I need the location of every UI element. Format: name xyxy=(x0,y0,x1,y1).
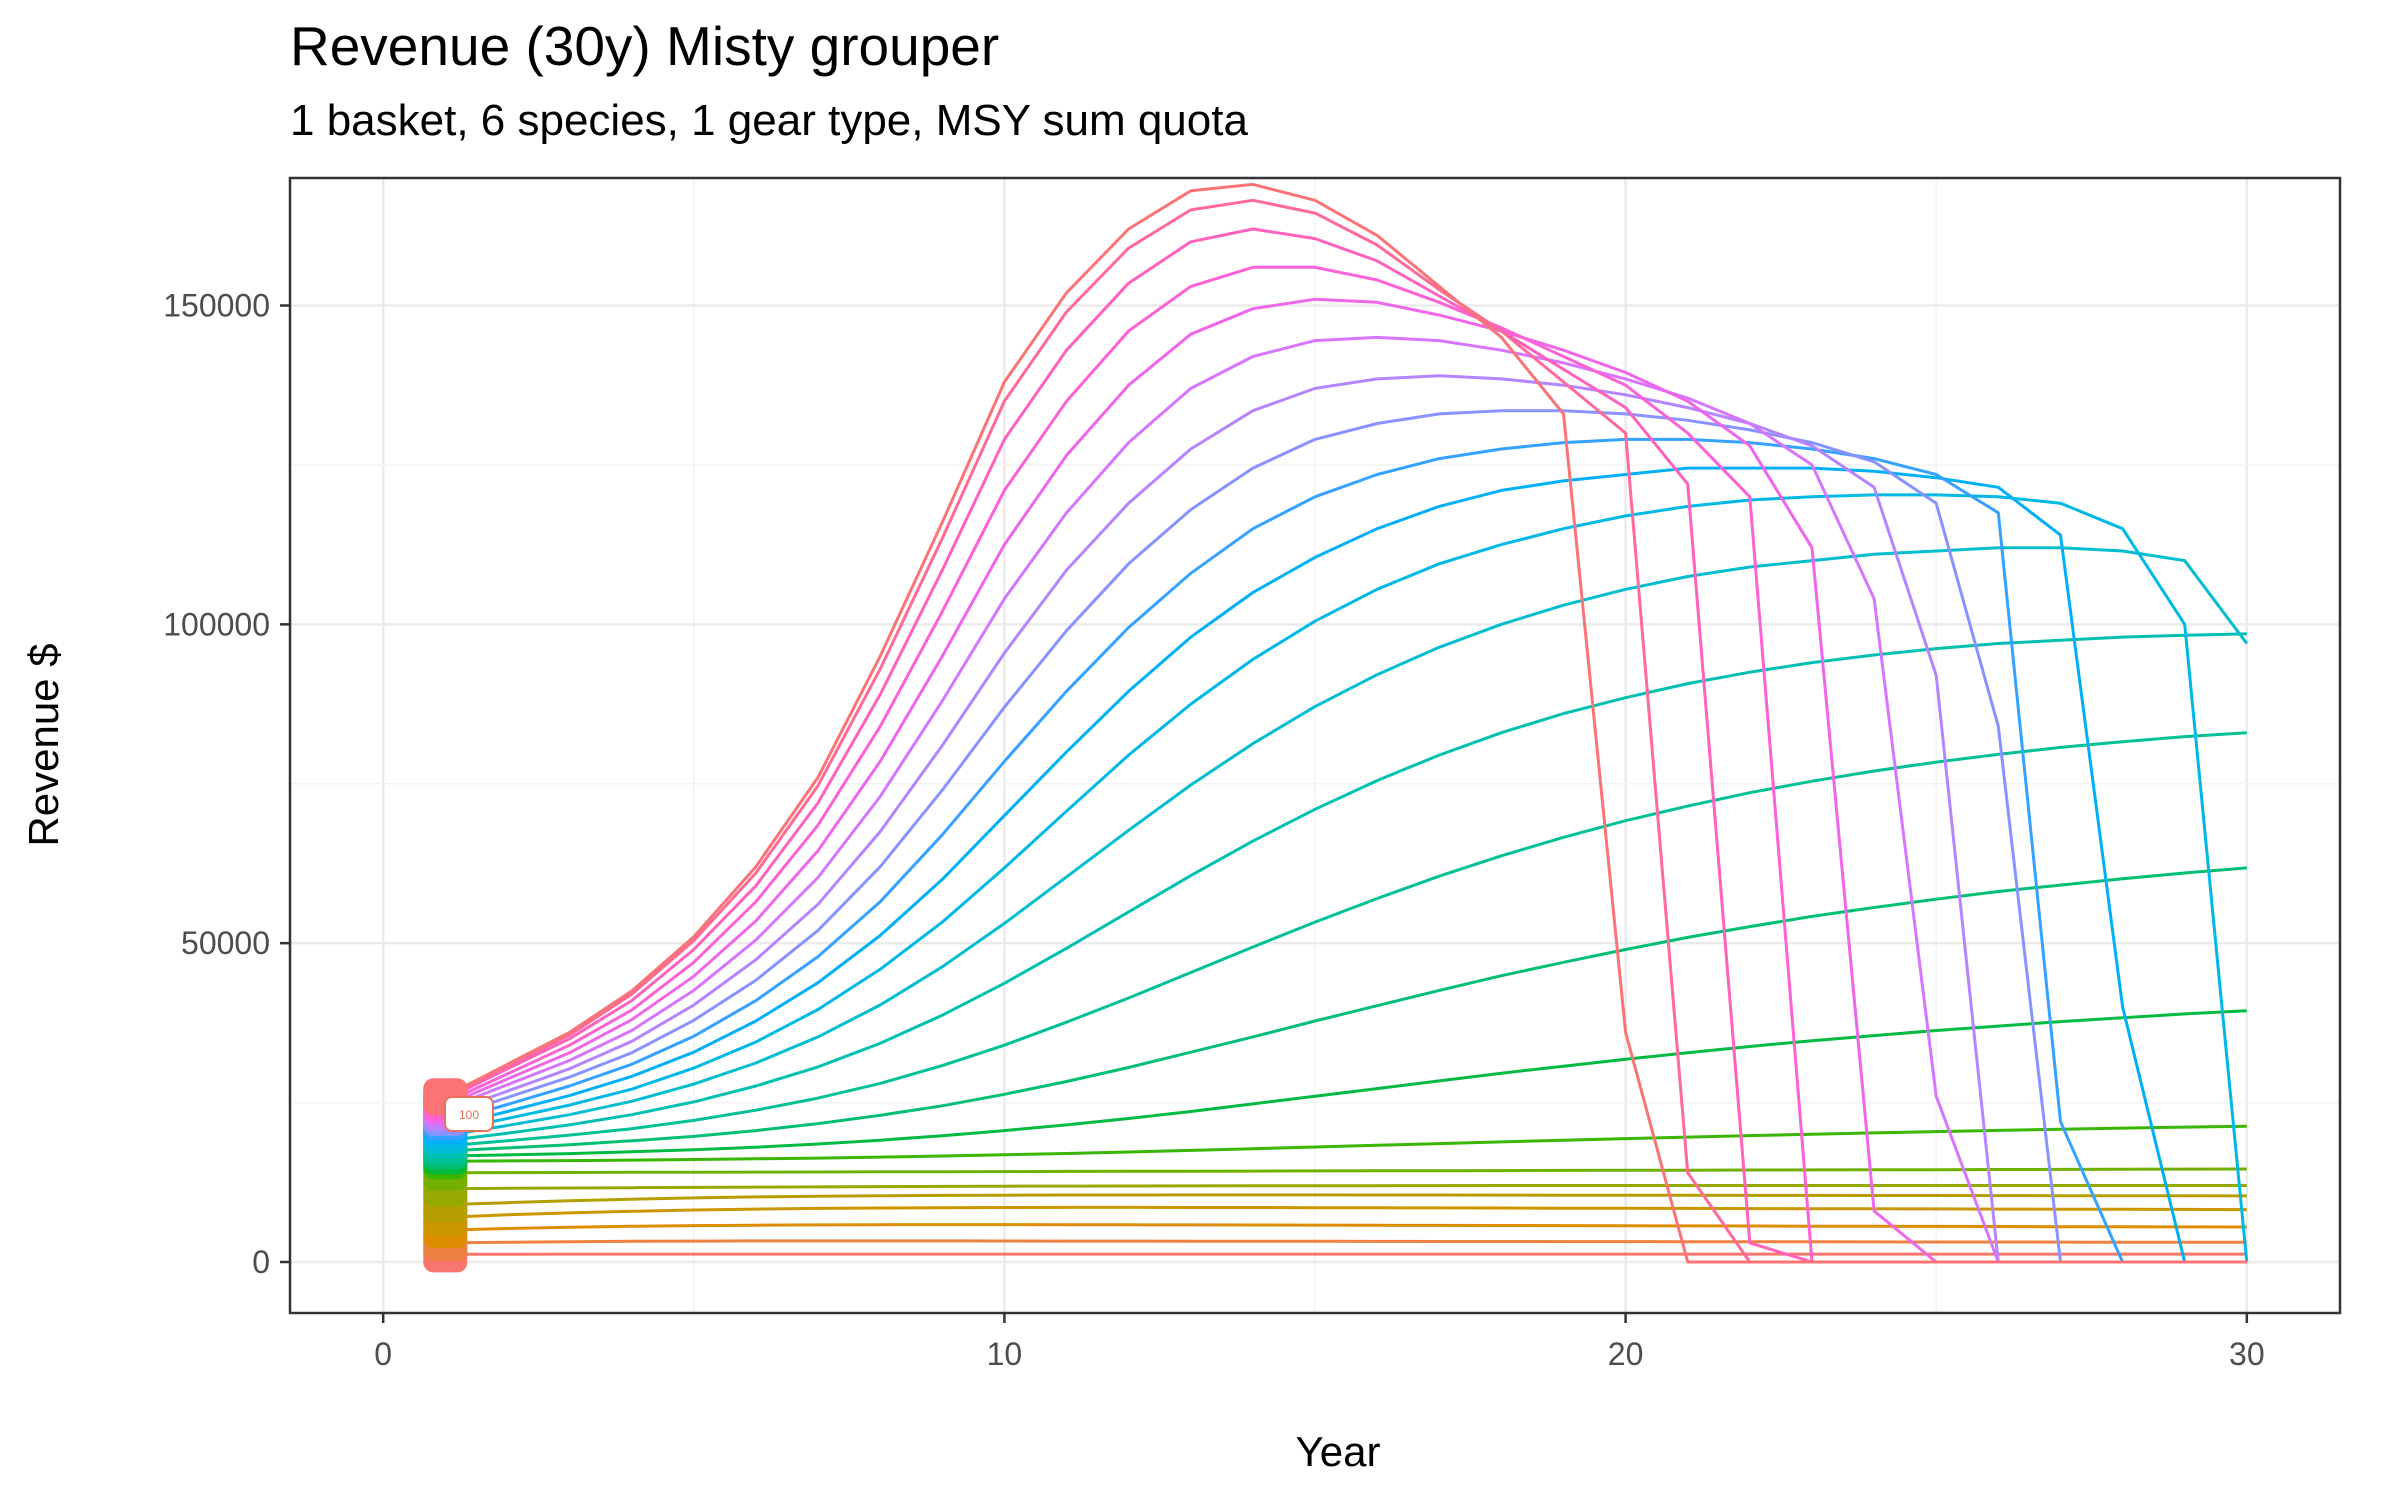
series-line xyxy=(444,335,2247,1264)
x-tick-label: 30 xyxy=(2229,1336,2265,1372)
x-tick-label: 0 xyxy=(374,1336,392,1372)
chart-title: Revenue (30y) Misty grouper xyxy=(290,15,1000,77)
x-tick-label: 20 xyxy=(1608,1336,1644,1372)
series-line xyxy=(445,866,2247,1153)
chart-subtitle: 1 basket, 6 species, 1 gear type, MSY su… xyxy=(290,96,1248,145)
series-line xyxy=(444,374,2247,1264)
series-line xyxy=(445,632,2247,1143)
series-line xyxy=(444,182,2247,1264)
y-tick-label: 50000 xyxy=(181,925,270,961)
series-line xyxy=(445,1184,2247,1191)
series-line xyxy=(444,409,2247,1264)
series-line xyxy=(445,1009,2247,1158)
series-line xyxy=(445,1193,2247,1207)
y-tick-label: 100000 xyxy=(163,606,270,642)
series-line xyxy=(445,546,2249,1138)
series-line xyxy=(444,493,2249,1263)
series-label-box: 100 xyxy=(444,1096,494,1132)
series-line xyxy=(445,1239,2247,1245)
series-line xyxy=(444,437,2247,1264)
series-line xyxy=(445,1205,2247,1219)
label-box-frame xyxy=(444,1096,494,1132)
label-box-text: 100 xyxy=(459,1108,479,1122)
series-line xyxy=(445,1124,2247,1163)
series-line xyxy=(445,1167,2247,1175)
series-group xyxy=(444,182,2249,1264)
x-axis-title: Year xyxy=(1296,1428,1381,1475)
y-tick-label: 150000 xyxy=(163,288,270,324)
plot-border xyxy=(288,176,2342,1315)
axis-ticks: 0 10 20 30 0 50000 100000 150000 xyxy=(163,288,2264,1372)
x-tick-label: 10 xyxy=(987,1336,1023,1372)
series-line xyxy=(445,1223,2247,1232)
grid-lines xyxy=(290,178,2340,1313)
y-axis-title: Revenue $ xyxy=(20,643,67,846)
y-tick-label: 0 xyxy=(252,1244,270,1280)
